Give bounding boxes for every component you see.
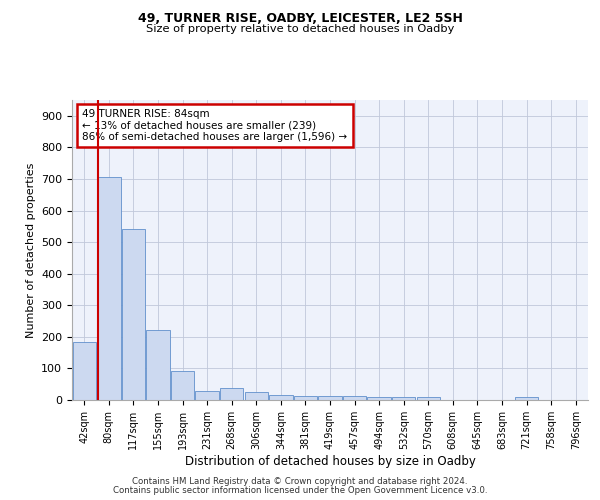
Bar bbox=[269, 396, 293, 400]
Bar bbox=[367, 397, 391, 400]
Bar bbox=[416, 398, 440, 400]
Bar bbox=[73, 342, 96, 400]
Text: 49, TURNER RISE, OADBY, LEICESTER, LE2 5SH: 49, TURNER RISE, OADBY, LEICESTER, LE2 5… bbox=[137, 12, 463, 26]
Bar bbox=[294, 396, 317, 400]
X-axis label: Distribution of detached houses by size in Oadby: Distribution of detached houses by size … bbox=[185, 454, 475, 468]
Bar bbox=[319, 396, 341, 400]
Bar bbox=[122, 230, 145, 400]
Bar bbox=[515, 397, 538, 400]
Bar bbox=[97, 176, 121, 400]
Y-axis label: Number of detached properties: Number of detached properties bbox=[26, 162, 35, 338]
Text: 49 TURNER RISE: 84sqm
← 13% of detached houses are smaller (239)
86% of semi-det: 49 TURNER RISE: 84sqm ← 13% of detached … bbox=[82, 109, 347, 142]
Text: Contains HM Land Registry data © Crown copyright and database right 2024.: Contains HM Land Registry data © Crown c… bbox=[132, 477, 468, 486]
Bar bbox=[171, 371, 194, 400]
Bar bbox=[245, 392, 268, 400]
Text: Size of property relative to detached houses in Oadby: Size of property relative to detached ho… bbox=[146, 24, 454, 34]
Bar bbox=[343, 396, 366, 400]
Text: Contains public sector information licensed under the Open Government Licence v3: Contains public sector information licen… bbox=[113, 486, 487, 495]
Bar bbox=[392, 397, 415, 400]
Bar bbox=[196, 391, 219, 400]
Bar bbox=[146, 330, 170, 400]
Bar bbox=[220, 388, 244, 400]
